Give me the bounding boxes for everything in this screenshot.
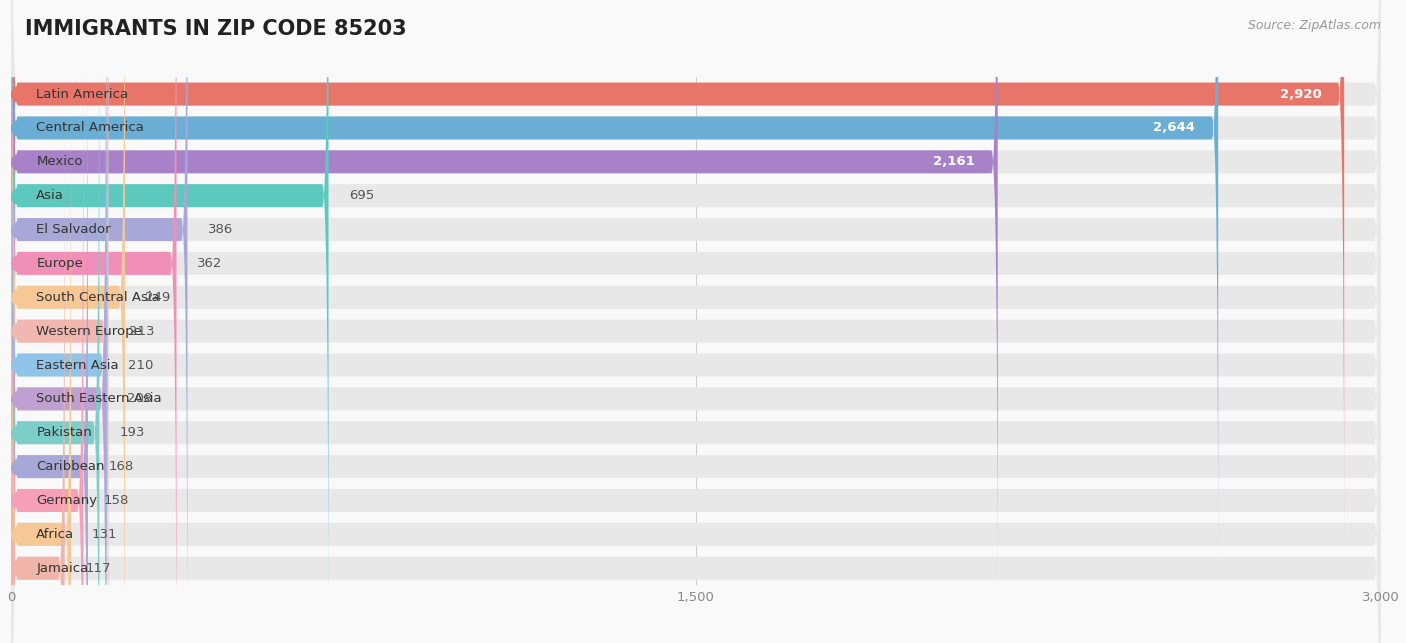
FancyBboxPatch shape [11, 0, 1218, 590]
Text: 695: 695 [349, 189, 374, 202]
Text: 131: 131 [91, 528, 117, 541]
Text: 2,920: 2,920 [1279, 87, 1322, 100]
Point [8, 224, 31, 235]
Point [8, 495, 31, 505]
Text: 208: 208 [127, 392, 152, 405]
Point [8, 258, 31, 269]
FancyBboxPatch shape [11, 0, 329, 643]
Text: El Salvador: El Salvador [37, 223, 111, 236]
FancyBboxPatch shape [11, 105, 65, 643]
Point [8, 326, 31, 336]
Text: Latin America: Latin America [37, 87, 128, 100]
Text: Source: ZipAtlas.com: Source: ZipAtlas.com [1247, 19, 1381, 32]
FancyBboxPatch shape [11, 38, 1381, 643]
Point [8, 360, 31, 370]
Text: IMMIGRANTS IN ZIP CODE 85203: IMMIGRANTS IN ZIP CODE 85203 [25, 19, 406, 39]
FancyBboxPatch shape [11, 0, 1381, 643]
FancyBboxPatch shape [11, 0, 998, 624]
Text: Mexico: Mexico [37, 156, 83, 168]
Text: 386: 386 [208, 223, 233, 236]
Text: 249: 249 [145, 291, 170, 303]
Point [8, 529, 31, 539]
Point [8, 123, 31, 133]
FancyBboxPatch shape [11, 0, 1344, 557]
FancyBboxPatch shape [11, 4, 1381, 643]
FancyBboxPatch shape [11, 0, 1381, 643]
FancyBboxPatch shape [11, 4, 89, 643]
Text: Caribbean: Caribbean [37, 460, 105, 473]
Point [8, 563, 31, 574]
Point [8, 462, 31, 472]
Text: Europe: Europe [37, 257, 83, 270]
FancyBboxPatch shape [11, 0, 1381, 643]
FancyBboxPatch shape [11, 0, 108, 643]
Text: South Eastern Asia: South Eastern Asia [37, 392, 162, 405]
Text: 168: 168 [108, 460, 134, 473]
FancyBboxPatch shape [11, 0, 1381, 624]
Text: Africa: Africa [37, 528, 75, 541]
FancyBboxPatch shape [11, 105, 1381, 643]
Text: Jamaica: Jamaica [37, 562, 89, 575]
Text: Western Europe: Western Europe [37, 325, 142, 338]
FancyBboxPatch shape [11, 0, 107, 643]
Text: Pakistan: Pakistan [37, 426, 93, 439]
Point [8, 394, 31, 404]
FancyBboxPatch shape [11, 0, 1381, 643]
Text: 158: 158 [104, 494, 129, 507]
Text: 210: 210 [128, 359, 153, 372]
Point [8, 292, 31, 302]
Text: South Central Asia: South Central Asia [37, 291, 160, 303]
Point [8, 190, 31, 201]
FancyBboxPatch shape [11, 0, 1381, 643]
FancyBboxPatch shape [11, 0, 1381, 590]
FancyBboxPatch shape [11, 0, 100, 643]
Text: Germany: Germany [37, 494, 97, 507]
Point [8, 157, 31, 167]
Text: 2,161: 2,161 [934, 156, 974, 168]
Text: 362: 362 [197, 257, 222, 270]
FancyBboxPatch shape [11, 0, 187, 643]
Text: Central America: Central America [37, 122, 145, 134]
Point [8, 89, 31, 99]
Point [8, 428, 31, 438]
FancyBboxPatch shape [11, 0, 107, 643]
FancyBboxPatch shape [11, 0, 125, 643]
FancyBboxPatch shape [11, 38, 83, 643]
FancyBboxPatch shape [11, 0, 1381, 643]
FancyBboxPatch shape [11, 0, 1381, 643]
Text: Eastern Asia: Eastern Asia [37, 359, 120, 372]
Text: 117: 117 [86, 562, 111, 575]
FancyBboxPatch shape [11, 0, 177, 643]
FancyBboxPatch shape [11, 0, 1381, 643]
FancyBboxPatch shape [11, 72, 1381, 643]
Text: 213: 213 [129, 325, 155, 338]
Text: Asia: Asia [37, 189, 65, 202]
Text: 193: 193 [120, 426, 145, 439]
FancyBboxPatch shape [11, 0, 1381, 557]
FancyBboxPatch shape [11, 72, 72, 643]
Text: 2,644: 2,644 [1153, 122, 1195, 134]
